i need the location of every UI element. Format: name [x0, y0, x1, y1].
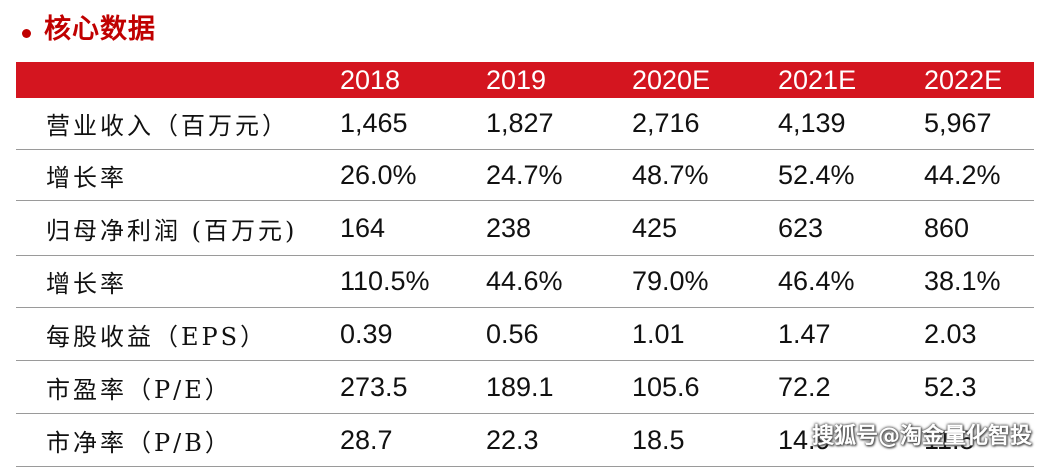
row-label: 市净率（P/B）: [46, 428, 232, 457]
header-cell-2020e: 2020E: [632, 64, 711, 95]
table-row-revenue-growth: 增长率 26.0% 24.7% 48.7% 52.4% 44.2%: [16, 150, 1034, 201]
table-cell: 2,716: [632, 108, 700, 138]
section-title: 核心数据: [22, 4, 156, 48]
section-title-text: 核心数据: [44, 13, 156, 45]
table-cell: 24.7%: [486, 159, 563, 190]
table-header-row: 2018 2019 2020E 2021E 2022E: [16, 62, 1034, 98]
table-cell: 28.7: [340, 424, 393, 455]
header-cell-2021e: 2021E: [778, 64, 857, 95]
row-label: 每股收益（EPS）: [46, 322, 268, 351]
table-cell: 1.01: [632, 318, 685, 349]
table-cell: 273.5: [340, 371, 408, 402]
table-row-pe: 市盈率（P/E） 273.5 189.1 105.6 72.2 52.3: [16, 361, 1034, 414]
table-cell: 1,827: [486, 108, 554, 138]
table-cell: 4,139: [778, 108, 846, 138]
table-cell: 164: [340, 212, 386, 243]
table-row-pb: 市净率（P/B） 28.7 22.3 18.5 14.9 11.5: [16, 414, 1034, 467]
table-cell: 238: [486, 212, 532, 243]
table-row-net-profit: 归母净利润 (百万元) 164 238 425 623 860: [16, 201, 1034, 256]
table-cell: 46.4%: [778, 266, 855, 296]
header-cell-2019: 2019: [486, 64, 547, 95]
row-label: 营业收入（百万元）: [46, 112, 289, 140]
table-cell: 18.5: [632, 424, 685, 455]
table-cell: 72.2: [778, 371, 831, 402]
table-cell: 0.39: [340, 318, 393, 349]
table-cell: 623: [778, 212, 824, 243]
table-row-profit-growth: 增长率 110.5% 44.6% 79.0% 46.4% 38.1%: [16, 256, 1034, 308]
table-cell: 22.3: [486, 424, 539, 455]
table-cell: 2.03: [924, 318, 977, 349]
watermark-text: 搜狐号@淘金量化智投: [812, 424, 1033, 449]
header-cell-2022e: 2022E: [924, 64, 1003, 95]
table-cell: 52.3: [924, 371, 977, 402]
table-cell: 0.56: [486, 318, 539, 349]
bullet-icon: [22, 28, 31, 38]
row-label: 归母净利润 (百万元): [46, 216, 298, 245]
table-cell: 110.5%: [340, 266, 430, 296]
table-cell: 14.9: [778, 424, 831, 455]
table-cell: 79.0%: [632, 266, 709, 296]
table-cell: 5,967: [924, 108, 992, 138]
table-cell: 105.6: [632, 371, 700, 402]
table-row-revenue: 营业收入（百万元） 1,465 1,827 2,716 4,139 5,967: [16, 98, 1034, 150]
table-cell: 44.6%: [486, 266, 563, 296]
table-cell: 44.2%: [924, 159, 1001, 190]
row-label: 增长率: [46, 270, 127, 298]
table-cell: 860: [924, 212, 970, 243]
table-cell: 48.7%: [632, 159, 709, 190]
row-label: 增长率: [46, 163, 127, 192]
table-cell: 1.47: [778, 318, 831, 349]
table-cell: 1,465: [340, 108, 408, 138]
table-cell: 11.5: [924, 424, 975, 455]
table-row-eps: 每股收益（EPS） 0.39 0.56 1.01 1.47 2.03: [16, 308, 1034, 361]
table-cell: 52.4%: [778, 159, 855, 190]
header-cell-2018: 2018: [340, 64, 401, 95]
table-cell: 189.1: [486, 371, 554, 402]
table-cell: 38.1%: [924, 266, 1001, 296]
core-data-table: 2018 2019 2020E 2021E 2022E 营业收入（百万元） 1,…: [16, 62, 1034, 467]
table-cell: 26.0%: [340, 159, 417, 190]
table-cell: 425: [632, 212, 678, 243]
row-label: 市盈率（P/E）: [46, 375, 232, 404]
